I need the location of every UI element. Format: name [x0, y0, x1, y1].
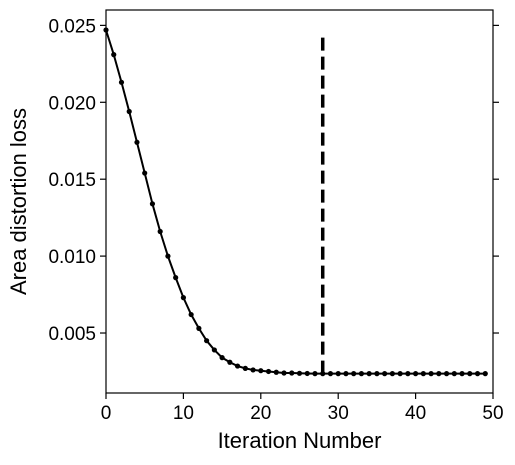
data-point [405, 371, 411, 377]
data-point [134, 139, 140, 145]
data-point [173, 275, 179, 281]
data-point [242, 365, 248, 371]
data-point [180, 295, 186, 301]
data-point [196, 325, 202, 331]
x-axis-label: Iteration Number [218, 428, 382, 453]
data-point [250, 367, 256, 373]
data-point [467, 371, 473, 377]
axis-ticks: 0 10 20 30 40 50 0.005 0.010 0.015 0.020 0.025 [48, 16, 503, 424]
x-tick-label: 30 [328, 403, 349, 424]
data-point [459, 371, 465, 377]
data-point [327, 371, 334, 377]
data-point [157, 228, 163, 235]
data-point [304, 370, 310, 377]
data-point [273, 369, 279, 375]
x-tick-label: 10 [173, 403, 194, 424]
data-point [420, 371, 426, 377]
y-tick-label: 0.005 [48, 324, 96, 345]
y-axis-label: Area distortion loss [6, 108, 31, 295]
data-point [451, 371, 457, 377]
data-point [428, 371, 434, 377]
data-point [188, 311, 194, 318]
data-point [118, 79, 125, 85]
y-tick-label: 0.015 [48, 170, 96, 191]
x-tick-label: 0 [101, 403, 112, 424]
data-point [358, 371, 365, 377]
data-point [335, 371, 341, 377]
data-point [443, 371, 450, 377]
data-point [351, 371, 357, 377]
data-point [397, 371, 403, 377]
data-point [142, 170, 148, 176]
plot-frame [105, 9, 494, 394]
data-point [436, 371, 442, 377]
data-point [296, 370, 303, 376]
data-point [312, 371, 318, 377]
data-point [211, 347, 217, 353]
plot-marks [103, 27, 488, 377]
x-tick-label: 20 [250, 403, 271, 424]
y-tick-label: 0.020 [48, 93, 96, 114]
data-point [204, 338, 210, 344]
data-point [111, 52, 117, 58]
y-tick-label: 0.025 [48, 16, 96, 37]
data-point [265, 368, 272, 375]
data-point [258, 368, 264, 374]
data-point [389, 371, 395, 377]
data-point [126, 108, 132, 115]
data-point [343, 371, 349, 377]
data-point [413, 371, 419, 377]
data-point [289, 370, 295, 376]
data-point [374, 371, 380, 377]
data-point [149, 201, 156, 207]
data-point [366, 371, 372, 377]
x-tick-label: 40 [405, 403, 426, 424]
x-tick-label: 50 [482, 403, 503, 424]
data-point [474, 371, 481, 377]
y-tick-label: 0.010 [48, 247, 96, 268]
data-point [227, 359, 233, 365]
data-point [165, 253, 171, 259]
data-point [482, 371, 488, 377]
data-point [281, 370, 287, 376]
data-point [219, 355, 225, 361]
data-point [234, 363, 241, 369]
data-point [382, 371, 388, 377]
